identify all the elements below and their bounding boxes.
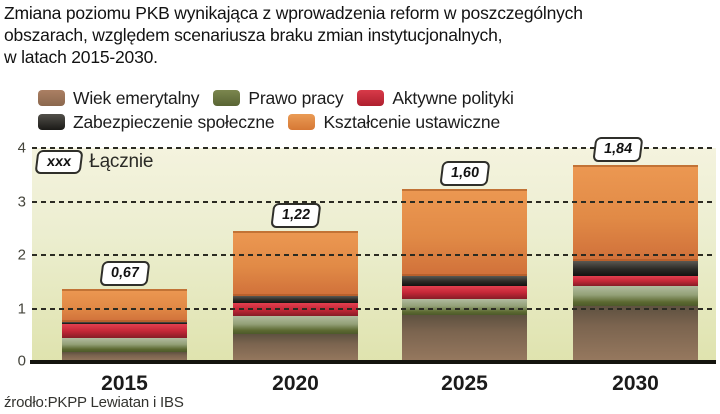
segment-prawo-2030 bbox=[573, 286, 698, 307]
segment-wiek-2025 bbox=[402, 315, 527, 362]
total-legend-key: xxx Łącznie bbox=[34, 150, 154, 174]
value-tag-2030: 1,84 bbox=[591, 136, 644, 162]
gridline-2 bbox=[32, 254, 716, 256]
segment-prawo-2015 bbox=[62, 337, 187, 352]
segment-zabezpieczenie-2015 bbox=[62, 321, 187, 325]
legend-item-prawo: Prawo pracy bbox=[213, 87, 344, 109]
segment-ksztalcenie-2020 bbox=[233, 230, 358, 297]
zabezpieczenie-color-swatch-icon bbox=[38, 114, 65, 130]
aktywne-color-swatch-icon bbox=[357, 90, 385, 106]
x-tick-label-2030: 2030 bbox=[612, 372, 659, 395]
y-tick-label-3: 3 bbox=[17, 193, 26, 210]
legend-row-1: Wiek emerytalny Prawo pracy Aktywne polity… bbox=[38, 86, 698, 110]
segment-aktywne-2025 bbox=[402, 286, 527, 299]
y-tick-label-2: 2 bbox=[17, 246, 26, 264]
gridline-4 bbox=[32, 147, 716, 149]
x-tick-label-2020: 2020 bbox=[272, 372, 319, 395]
total-label: Łącznie bbox=[89, 151, 154, 172]
segment-wiek-2030 bbox=[573, 306, 698, 362]
segment-ksztalcenie-2030 bbox=[573, 164, 698, 261]
chart-title-line3: w latach 2015-2030. bbox=[4, 47, 158, 67]
legend-label: Kształcenie ustawiczne bbox=[323, 111, 500, 132]
legend-item-aktywne: Aktywne polityki bbox=[357, 87, 514, 109]
y-tick-label-1: 1 bbox=[17, 300, 26, 317]
legend-label: Wiek emerytalny bbox=[73, 87, 200, 108]
chart-title-line2: obszarach, względem scenariusza braku zm… bbox=[4, 25, 503, 45]
segment-aktywne-2015 bbox=[62, 324, 187, 338]
chart-title-line1: Zmiana poziomu PKB wynikająca z wprowadz… bbox=[4, 3, 583, 23]
prawo-color-swatch-icon bbox=[213, 90, 241, 106]
segment-zabezpieczenie-2025 bbox=[402, 275, 527, 287]
x-axis-baseline bbox=[30, 360, 716, 364]
stacked-bar-2030 bbox=[573, 164, 698, 362]
segment-aktywne-2020 bbox=[233, 303, 358, 317]
x-tick-label-2015: 2015 bbox=[101, 372, 148, 395]
stacked-bar-2015 bbox=[62, 288, 187, 362]
total-tag-sample-box: xxx bbox=[34, 150, 84, 174]
legend-label: Prawo pracy bbox=[248, 87, 344, 108]
segment-aktywne-2030 bbox=[573, 275, 698, 287]
segment-prawo-2025 bbox=[402, 298, 527, 316]
stacked-bar-2025 bbox=[402, 188, 527, 362]
stacked-bar-2020 bbox=[233, 230, 358, 362]
legend-item-wiek: Wiek emerytalny bbox=[38, 87, 200, 109]
segment-prawo-2020 bbox=[233, 316, 358, 334]
value-tag-2025: 1,60 bbox=[438, 160, 491, 186]
y-tick-label-4: 4 bbox=[17, 139, 26, 157]
segment-wiek-2020 bbox=[233, 333, 358, 362]
x-tick-label-2025: 2025 bbox=[441, 372, 488, 395]
legend-row-2: Zabezpieczenie społeczne Kształcenie usta… bbox=[38, 110, 698, 134]
segment-ksztalcenie-2025 bbox=[402, 188, 527, 276]
legend-label: Zabezpieczenie społeczne bbox=[73, 111, 275, 132]
gridline-3 bbox=[32, 200, 716, 203]
legend-item-zabezpieczenie: Zabezpieczenie społeczne bbox=[38, 111, 275, 133]
legend-label: Aktywne polityki bbox=[392, 87, 514, 108]
segment-zabezpieczenie-2030 bbox=[573, 260, 698, 276]
value-tag-2015: 0,67 bbox=[98, 260, 151, 286]
segment-zabezpieczenie-2020 bbox=[233, 296, 358, 304]
source-credit: źrodło:PKPP Lewiatan i IBS bbox=[4, 394, 184, 411]
legend-item-ksztalcenie: Kształcenie ustawiczne bbox=[288, 112, 500, 133]
wiek-color-swatch-icon bbox=[38, 90, 65, 106]
segment-ksztalcenie-2015 bbox=[62, 288, 187, 322]
value-tag-2020: 1,22 bbox=[269, 202, 322, 228]
legend: Wiek emerytalny Prawo pracy Aktywne polity… bbox=[38, 86, 698, 134]
segment-wiek-2015 bbox=[62, 351, 187, 362]
gridline-1 bbox=[32, 307, 716, 310]
y-tick-label-0: 0 bbox=[17, 352, 26, 370]
chart-title: Zmiana poziomu PKB wynikająca z wprowadz… bbox=[4, 2, 716, 68]
ksztalcenie-color-swatch-icon bbox=[288, 114, 316, 130]
